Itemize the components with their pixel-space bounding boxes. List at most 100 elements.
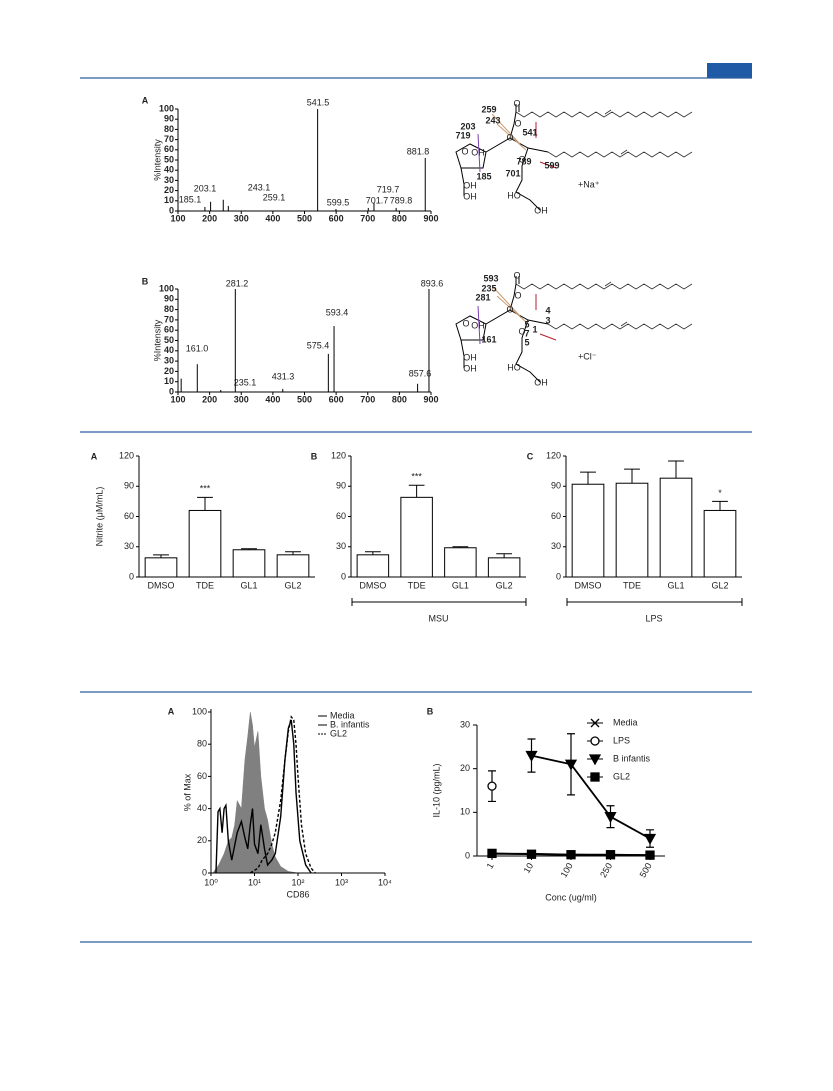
peak-label: 893.6 (421, 278, 444, 288)
y-tick-label: 0 (169, 386, 174, 396)
y-tick-label: 10 (164, 376, 174, 386)
panel-label: B (142, 276, 149, 286)
fragment-label: 701 (505, 168, 520, 178)
fragment-label: 599 (544, 160, 559, 170)
atom-label: O (461, 146, 468, 156)
x-tick-label: 400 (265, 213, 280, 223)
marker (588, 754, 602, 766)
y-tick-label: 0 (465, 850, 470, 860)
fatty-chain (547, 151, 693, 158)
panel-label: B (311, 451, 318, 461)
y-axis-title: %Intensity (152, 319, 162, 361)
x-tick-label: 200 (202, 213, 217, 223)
fragment-label: 3 (545, 315, 550, 325)
y-tick-label: 30 (124, 541, 134, 551)
panel-label: B (427, 706, 434, 716)
y-tick-label: 60 (197, 771, 207, 781)
peak-label: 243.1 (248, 182, 271, 192)
marker (590, 736, 600, 746)
peak-label: 431.3 (272, 371, 295, 381)
error-bar (712, 500, 728, 511)
error-bar (197, 496, 213, 511)
y-tick-label: 100 (159, 283, 174, 293)
fragment-label: 4 (545, 305, 550, 315)
peak-label: 599.5 (327, 197, 350, 207)
cleavage (491, 285, 527, 323)
x-tick-label: DMSO (575, 580, 602, 590)
legend-label: Media (613, 717, 638, 727)
x-tick-label: 300 (234, 394, 249, 404)
x-tick-label: 400 (265, 394, 280, 404)
peak-label: 203.1 (194, 183, 217, 193)
peak-label: 281.2 (226, 278, 249, 288)
fragment-label: 281 (475, 292, 490, 302)
fragment-label: 259 (481, 104, 496, 114)
header-tab (707, 63, 752, 78)
cleavage (477, 133, 481, 173)
marker (643, 833, 657, 845)
y-tick-label: 40 (197, 803, 207, 813)
x-tick-label: GL1 (452, 580, 469, 590)
peak-label: 593.4 (326, 307, 349, 317)
marker (487, 848, 497, 859)
x-tick-label: 900 (423, 213, 438, 223)
y-tick-label: 20 (164, 185, 174, 195)
fragment-label: 1 (532, 324, 537, 334)
atom-label: O (513, 98, 520, 108)
x-tick-label: GL2 (284, 580, 301, 590)
peak-label: 719.7 (377, 184, 400, 194)
x-tick-label: 10⁴ (378, 877, 392, 887)
peak-label: 541.5 (307, 97, 330, 107)
peak-label: 789.8 (390, 195, 413, 205)
atom-label: OH (463, 363, 477, 373)
y-tick-label: 30 (551, 541, 561, 551)
fragment-label: 719 (455, 130, 470, 140)
y-tick-label: 20 (197, 835, 207, 845)
bar (188, 509, 222, 578)
double-bond (604, 281, 612, 287)
x-tick-label: DMSO (359, 580, 386, 590)
atom-label: HO (507, 190, 521, 200)
series-line (531, 754, 651, 840)
y-tick-label: 0 (556, 571, 561, 581)
x-tick-label: 100 (170, 213, 185, 223)
x-tick-label: 800 (392, 213, 407, 223)
y-tick-label: 60 (551, 511, 561, 521)
group-bracket (351, 598, 527, 606)
legend-label: GL2 (330, 728, 347, 738)
significance: *** (411, 472, 422, 482)
legend-label: LPS (613, 735, 630, 745)
fragment-label: 5 (524, 337, 529, 347)
y-tick-label: 30 (336, 541, 346, 551)
atom-label: O (514, 290, 521, 300)
x-tick-label: 10 (522, 861, 536, 875)
peak-label: 259.1 (263, 192, 286, 202)
x-tick-label: 100 (170, 394, 185, 404)
y-tick-label: 100 (159, 103, 174, 113)
x-tick-label: GL1 (667, 580, 684, 590)
legend-label: B. infantis (330, 719, 370, 729)
bar (571, 483, 605, 578)
atom-label: O (513, 270, 520, 280)
y-tick-label: 90 (124, 481, 134, 491)
bar (400, 496, 433, 578)
fragment-label: 243 (485, 115, 500, 125)
y-tick-label: 10 (164, 195, 174, 205)
fragment-label: 7 (524, 328, 529, 338)
legend-label: B infantis (613, 753, 651, 763)
y-tick-label: 70 (164, 314, 174, 324)
y-tick-label: 80 (197, 739, 207, 749)
bar (276, 554, 310, 578)
x-tick-label: 300 (234, 213, 249, 223)
peak-label: 881.8 (407, 146, 430, 156)
y-tick-label: 50 (164, 154, 174, 164)
x-tick-label: 10⁰ (204, 877, 218, 887)
significance: *** (200, 484, 211, 494)
histogram-area (212, 711, 299, 874)
bar (487, 557, 521, 578)
y-tick-label: 0 (341, 571, 346, 581)
marker (590, 718, 600, 728)
group-label: MSU (429, 613, 449, 623)
